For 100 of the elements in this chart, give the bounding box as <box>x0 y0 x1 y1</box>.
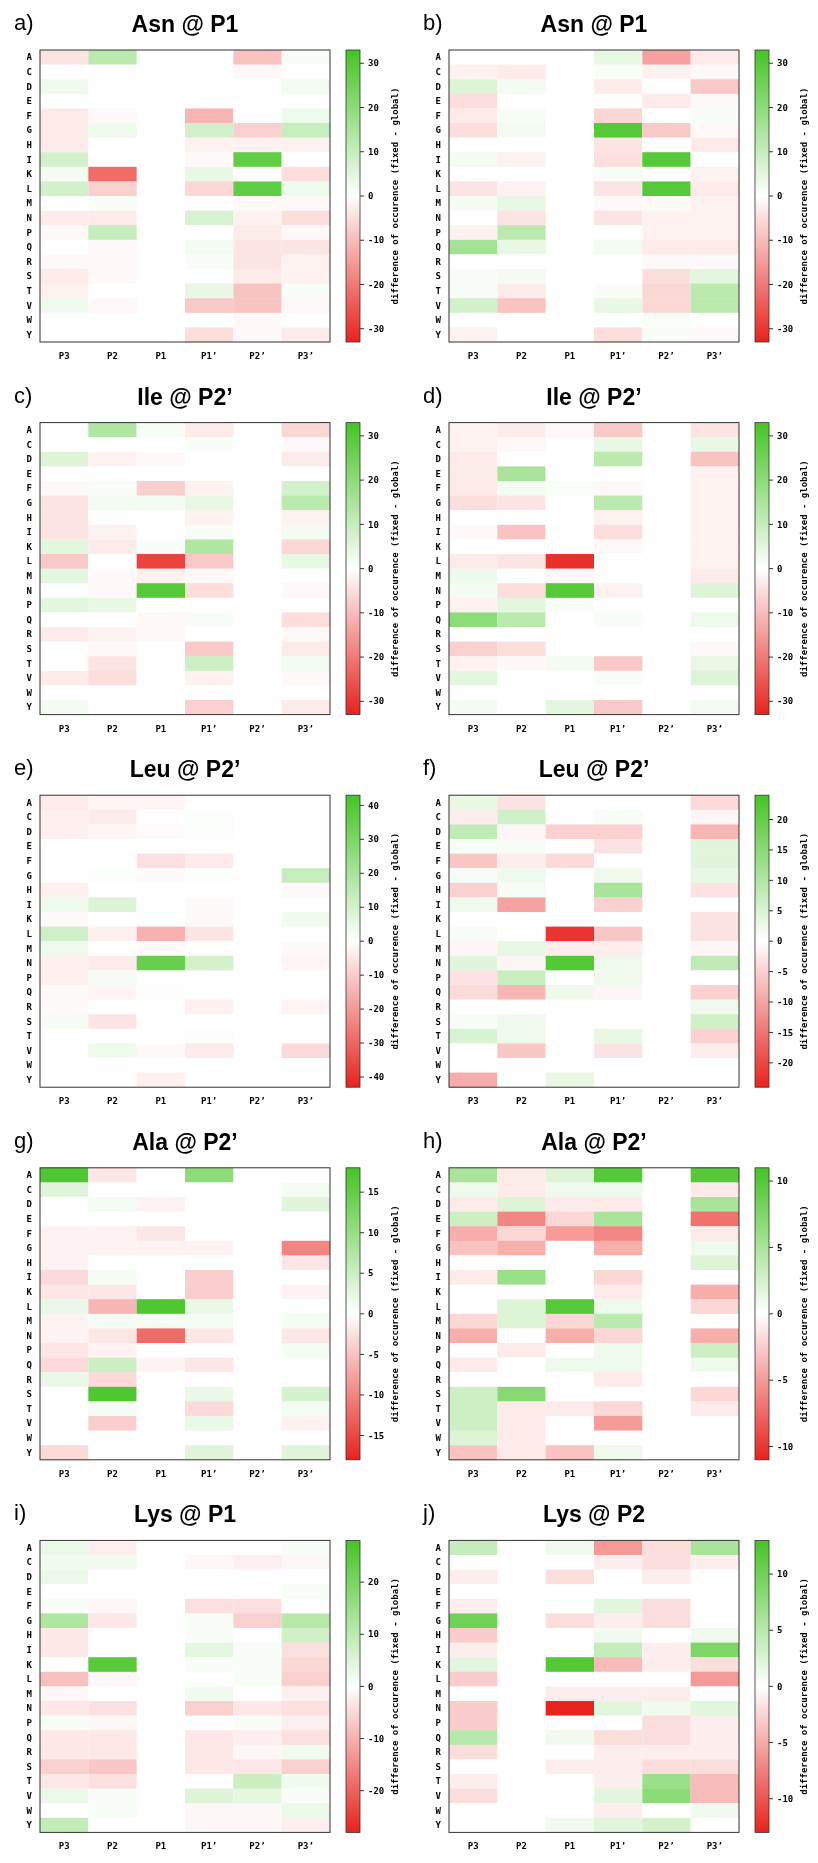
color-bar-label: -10 <box>368 607 385 618</box>
y-tick-label: W <box>26 1060 33 1071</box>
y-tick-label: N <box>26 1330 32 1341</box>
y-tick-label: N <box>26 958 32 969</box>
y-tick-label: K <box>435 914 442 925</box>
y-tick-label: I <box>435 527 441 538</box>
y-tick-label: M <box>435 571 442 582</box>
y-tick-label: G <box>435 498 441 509</box>
text: h) <box>423 1127 443 1153</box>
x-tick-label: P1’ <box>201 723 218 734</box>
x-tick-label: P1’ <box>201 1468 218 1479</box>
color-bar-label: -10 <box>777 607 794 618</box>
y-tick-label: P <box>26 1345 33 1356</box>
y-tick-label: H <box>435 885 441 896</box>
y-tick-label: Q <box>435 614 442 625</box>
y-tick-label: E <box>26 96 32 107</box>
color-bar-label: -15 <box>777 1027 794 1038</box>
text: i) <box>14 1500 27 1526</box>
y-tick-label: V <box>26 300 33 311</box>
color-bar-title: difference of occurence (fixed - global) <box>799 460 809 677</box>
y-tick-label: A <box>435 1170 442 1181</box>
y-tick-label: I <box>26 1645 32 1656</box>
x-tick-label: P1 <box>564 351 576 361</box>
y-tick-label: H <box>435 512 441 523</box>
y-tick-label: T <box>435 1031 442 1042</box>
y-tick-label: D <box>435 454 442 465</box>
x-tick-label: P2 <box>107 723 118 734</box>
y-tick-label: Y <box>435 329 442 340</box>
y-tick-label: D <box>26 1572 33 1583</box>
color-bar-label: 10 <box>368 146 379 157</box>
color-bar-label: 0 <box>368 191 374 202</box>
x-tick-label: P1’ <box>610 1468 627 1479</box>
x-tick-label: P3 <box>58 723 70 734</box>
y-tick-label: D <box>26 454 33 465</box>
y-tick-label: P <box>435 227 442 238</box>
color-bar-title: difference of occurence (fixed - global) <box>390 460 400 677</box>
x-tick-label: P3 <box>467 351 479 361</box>
y-tick-label: E <box>26 1586 32 1597</box>
y-tick-label: S <box>26 644 32 655</box>
y-tick-label: P <box>26 600 33 611</box>
color-bar-title: difference of occurence (fixed - global) <box>390 832 400 1050</box>
y-tick-label: F <box>435 483 441 494</box>
y-tick-label: M <box>435 943 442 954</box>
y-tick-label: P <box>26 972 33 983</box>
x-tick-label: P1 <box>564 1468 576 1479</box>
y-tick-label: P <box>435 1345 442 1356</box>
color-bar-label: -40 <box>368 1072 385 1083</box>
x-tick-label: P3 <box>467 1096 479 1107</box>
y-tick-label: W <box>435 1805 442 1816</box>
color-bar-label: 30 <box>368 431 379 442</box>
y-tick-label: V <box>435 673 442 684</box>
y-tick-label: A <box>26 1542 33 1553</box>
y-tick-label: I <box>435 899 441 910</box>
color-bar-label: 20 <box>368 1577 379 1588</box>
color-bar-label: 10 <box>777 1176 788 1187</box>
color-bar-label: -10 <box>777 1793 794 1804</box>
y-tick-label: Y <box>26 1820 33 1831</box>
y-tick-label: C <box>435 439 441 450</box>
color-bar-label: 5 <box>368 1268 374 1279</box>
y-tick-label: G <box>26 498 32 509</box>
color-bar-label: 0 <box>777 563 783 574</box>
y-tick-label: N <box>435 213 441 224</box>
y-tick-label: F <box>435 1601 441 1612</box>
x-tick-label: P3’ <box>706 723 723 734</box>
y-tick-label: Q <box>435 1732 442 1743</box>
color-bar-label: -20 <box>368 279 385 290</box>
y-tick-label: S <box>435 644 441 655</box>
color-bar-label: -30 <box>368 323 385 334</box>
y-tick-label: W <box>26 315 33 326</box>
y-tick-label: I <box>435 1645 441 1656</box>
y-tick-label: L <box>26 1674 33 1685</box>
x-tick-label: P3 <box>467 723 479 734</box>
y-tick-label: Y <box>26 702 33 713</box>
color-bar-title: difference of occurence (fixed - global) <box>799 1578 809 1795</box>
x-tick-label: P2’ <box>658 1468 675 1479</box>
color-bar-label: 0 <box>777 1308 783 1319</box>
y-tick-label: L <box>435 1674 442 1685</box>
y-tick-label: P <box>435 1718 442 1729</box>
y-tick-label: E <box>435 468 441 479</box>
y-tick-label: T <box>26 1776 33 1787</box>
color-bar-label: -5 <box>777 1375 788 1386</box>
x-tick-label: P1’ <box>610 1841 627 1852</box>
y-tick-label: K <box>435 1659 442 1670</box>
x-tick-label: P1 <box>155 723 167 734</box>
y-tick-label: S <box>435 1761 441 1772</box>
y-tick-label: I <box>26 899 32 910</box>
y-tick-label: A <box>435 797 442 808</box>
y-tick-label: Q <box>26 614 33 625</box>
y-tick-label: I <box>435 1272 441 1283</box>
y-tick-label: H <box>26 885 32 896</box>
text: j) <box>422 1500 436 1526</box>
y-tick-label: N <box>26 585 32 596</box>
color-bar-label: -20 <box>368 652 385 663</box>
y-tick-label: C <box>26 812 32 823</box>
y-tick-label: V <box>435 1418 442 1429</box>
color-bar-title: difference of occurence (fixed - global) <box>390 1205 400 1423</box>
color-bar-label: -10 <box>777 997 794 1008</box>
color-bar-label: 20 <box>368 475 379 486</box>
y-tick-label: S <box>435 1016 441 1027</box>
y-tick-label: T <box>26 1031 33 1042</box>
